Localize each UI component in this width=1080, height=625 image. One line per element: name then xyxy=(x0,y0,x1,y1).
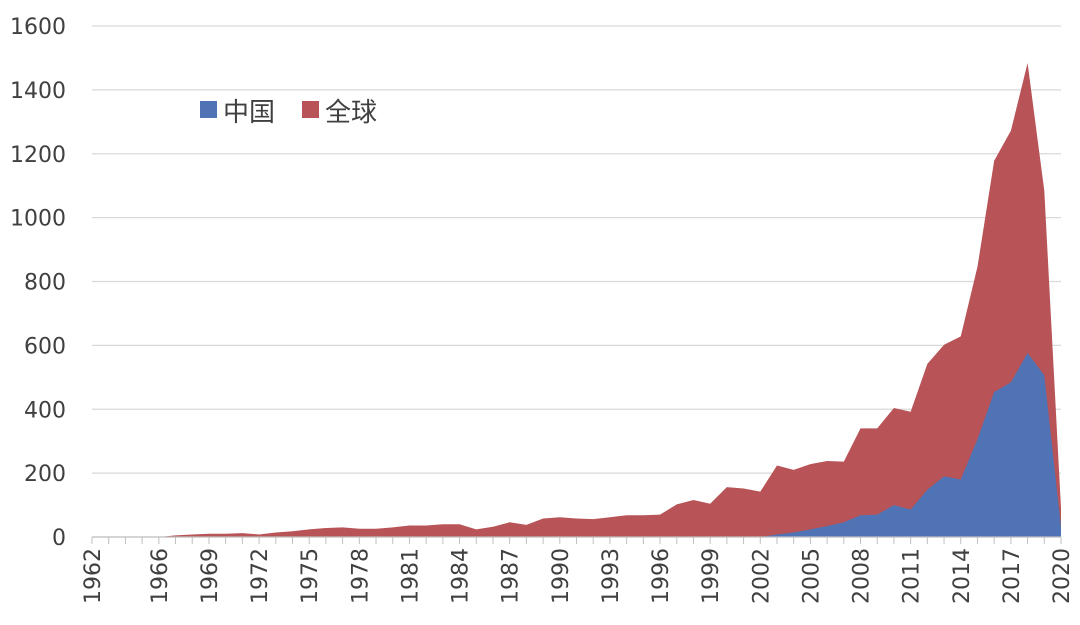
x-tick-label-2017: 2017 xyxy=(1000,548,1025,604)
y-tick-label-1600: 1600 xyxy=(10,15,66,40)
y-tick-label-600: 600 xyxy=(24,334,66,359)
legend-label-global: 全球 xyxy=(325,98,377,128)
x-tick-label-2005: 2005 xyxy=(799,548,824,604)
legend-swatch-china xyxy=(200,101,217,118)
x-tick-label-1984: 1984 xyxy=(449,548,474,604)
y-axis: 0 200 400 600 800 1000 1200 1400 1600 xyxy=(10,15,66,551)
x-tick-label-1990: 1990 xyxy=(549,548,574,604)
x-tick-label-1969: 1969 xyxy=(198,548,223,604)
x-tick-label-2008: 2008 xyxy=(850,548,875,604)
area-series-0 xyxy=(92,63,1061,538)
x-tick-label-1962: 1962 xyxy=(81,548,106,604)
x-tick-label-2011: 2011 xyxy=(900,548,925,604)
x-tick-label-1999: 1999 xyxy=(699,548,724,604)
gridlines xyxy=(92,25,1061,538)
x-tick-label-1966: 1966 xyxy=(148,548,173,604)
x-tick-label-1996: 1996 xyxy=(649,548,674,604)
y-tick-label-1400: 1400 xyxy=(10,79,66,104)
x-tick-label-1972: 1972 xyxy=(248,548,273,604)
x-tick-label-1978: 1978 xyxy=(348,548,373,604)
x-tick-label-2014: 2014 xyxy=(950,548,975,604)
y-tick-label-800: 800 xyxy=(24,271,66,296)
y-tick-label-1200: 1200 xyxy=(10,143,66,168)
chart-areas xyxy=(92,63,1061,538)
x-tick-label-2020: 2020 xyxy=(1050,548,1075,604)
y-tick-label-400: 400 xyxy=(24,398,66,423)
x-tick-label-1987: 1987 xyxy=(499,548,524,604)
x-tick-label-2002: 2002 xyxy=(749,548,774,604)
legend-label-china: 中国 xyxy=(223,98,275,128)
x-axis: 1962 1966 1969 1972 1975 1978 1981 1984 1987 1990… xyxy=(81,536,1075,604)
x-tick-label-1981: 1981 xyxy=(398,548,423,604)
legend: 中国 全球 xyxy=(200,98,377,128)
x-tick-label-1975: 1975 xyxy=(298,548,323,604)
x-tick-label-1993: 1993 xyxy=(599,548,624,604)
area-series-1 xyxy=(92,353,1061,537)
legend-swatch-global xyxy=(302,101,319,118)
y-tick-label-1000: 1000 xyxy=(10,207,66,232)
y-tick-label-200: 200 xyxy=(24,462,66,487)
y-tick-label-0: 0 xyxy=(52,526,66,551)
